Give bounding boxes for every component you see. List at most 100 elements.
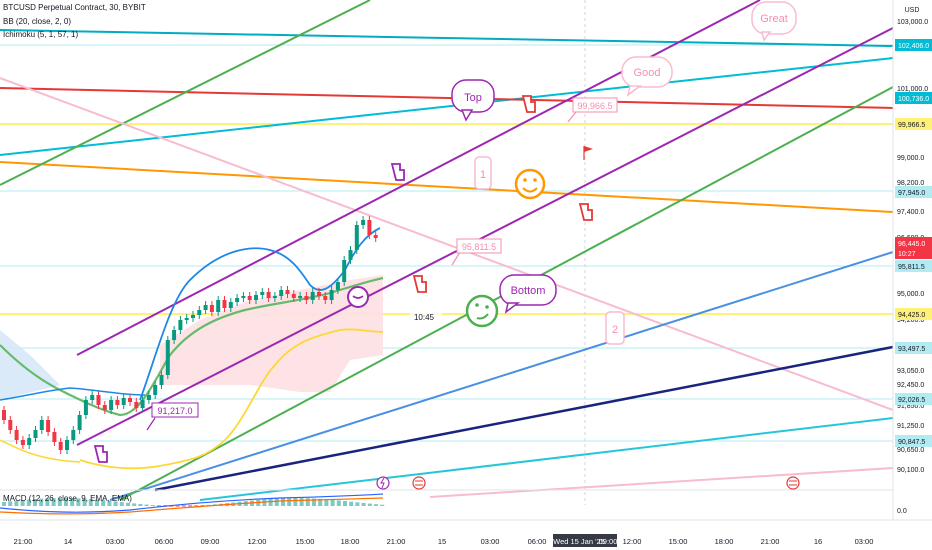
candle[interactable]: [197, 310, 202, 315]
ichimoku-legend[interactable]: Ichimoku (5, 1, 57, 1): [3, 30, 79, 39]
candle[interactable]: [329, 290, 334, 300]
candle[interactable]: [96, 395, 101, 405]
candle[interactable]: [52, 432, 57, 442]
flag-icon[interactable]: [583, 146, 593, 160]
candle[interactable]: [165, 340, 170, 375]
candle[interactable]: [178, 320, 183, 330]
candle[interactable]: [285, 290, 290, 294]
candle[interactable]: [134, 402, 139, 408]
candle[interactable]: [184, 318, 189, 320]
candle[interactable]: [71, 430, 76, 440]
smiley-green-icon[interactable]: [465, 294, 499, 328]
great-bubble[interactable]: Great: [751, 1, 797, 42]
pointing-hand-icon[interactable]: [521, 95, 536, 113]
candle[interactable]: [20, 440, 25, 445]
candle[interactable]: [373, 235, 378, 238]
trendline-red: [0, 87, 894, 109]
candle[interactable]: [279, 290, 284, 296]
candle[interactable]: [27, 438, 32, 445]
time-axis[interactable]: 21:00 14 03:00 06:00 09:00 12:00 15:00 18:00 21:…: [0, 519, 932, 550]
candle[interactable]: [216, 300, 221, 312]
top-bubble[interactable]: Top: [451, 79, 495, 122]
candle[interactable]: [222, 300, 227, 308]
price-axis[interactable]: USD 103,000.0102,000.0101,000.099,000.09…: [892, 0, 932, 520]
candle[interactable]: [8, 420, 13, 430]
candle[interactable]: [361, 220, 366, 225]
us-flag-event-icon[interactable]: [786, 476, 800, 490]
candle[interactable]: [115, 400, 120, 405]
candles[interactable]: [2, 216, 378, 454]
macd-bar: [367, 503, 372, 506]
candle[interactable]: [90, 395, 95, 400]
pointing-hand-icon[interactable]: [412, 275, 427, 293]
candle[interactable]: [209, 305, 214, 312]
label-two-box[interactable]: 2: [605, 311, 625, 345]
candle[interactable]: [348, 250, 353, 260]
candle[interactable]: [33, 430, 38, 438]
us-flag-event-icon[interactable]: [412, 476, 426, 490]
bottom-bubble[interactable]: Bottom: [499, 274, 557, 314]
candle[interactable]: [203, 305, 208, 310]
candle[interactable]: [266, 292, 271, 298]
macd-legend[interactable]: MACD (12, 26, close, 9, EMA, EMA): [3, 494, 132, 503]
candle[interactable]: [310, 292, 315, 300]
candle[interactable]: [2, 410, 6, 420]
price-callout-low[interactable]: 91,217.0: [146, 402, 199, 431]
price-label-badge: [895, 118, 932, 130]
candle[interactable]: [39, 420, 44, 430]
candle[interactable]: [291, 294, 296, 298]
candle[interactable]: [235, 298, 240, 302]
candle[interactable]: [140, 400, 145, 408]
candle[interactable]: [260, 292, 265, 295]
candle[interactable]: [342, 260, 347, 282]
candle[interactable]: [83, 400, 88, 415]
candle[interactable]: [191, 315, 195, 318]
main-pane[interactable]: Great Good Top Bottom 1 2 99: [0, 0, 894, 505]
macd-pane[interactable]: [0, 489, 893, 515]
candle[interactable]: [159, 375, 164, 385]
price-callout-high[interactable]: 99,966.5: [567, 97, 618, 123]
smiley-purple-icon[interactable]: [347, 286, 369, 308]
macd-bar: [312, 498, 316, 506]
candle[interactable]: [228, 302, 233, 308]
candle[interactable]: [354, 225, 359, 250]
time-label-box[interactable]: 10:45: [410, 310, 442, 323]
label-one-box[interactable]: 1: [474, 156, 492, 190]
candle[interactable]: [298, 296, 303, 298]
candle[interactable]: [323, 296, 328, 300]
candle[interactable]: [254, 295, 258, 300]
price-tick: 90,650.0: [897, 447, 924, 454]
lightning-event-icon[interactable]: [376, 476, 390, 490]
candle[interactable]: [65, 440, 69, 450]
time-tick: 15: [438, 537, 446, 546]
candle[interactable]: [102, 405, 107, 410]
candle[interactable]: [77, 415, 82, 430]
price-label-badge: [895, 435, 932, 447]
candle[interactable]: [172, 330, 177, 340]
pointing-hand-icon[interactable]: [390, 163, 405, 181]
candle[interactable]: [317, 292, 321, 296]
candle[interactable]: [367, 220, 372, 235]
candle[interactable]: [146, 395, 151, 400]
candle[interactable]: [153, 385, 158, 395]
candle[interactable]: [46, 420, 51, 432]
candle[interactable]: [128, 398, 132, 402]
pointing-hand-icon[interactable]: [578, 203, 593, 221]
candle[interactable]: [241, 296, 246, 298]
symbol-legend[interactable]: BTCUSD Perpetual Contract, 30, BYBIT: [3, 3, 146, 12]
good-bubble[interactable]: Good: [621, 56, 673, 97]
smiley-orange-icon[interactable]: [514, 168, 546, 200]
candle[interactable]: [109, 400, 114, 410]
candle[interactable]: [121, 398, 126, 405]
candle[interactable]: [272, 296, 277, 298]
candle[interactable]: [335, 282, 340, 290]
candle[interactable]: [58, 442, 63, 450]
bb-legend[interactable]: BB (20, close, 2, 0): [3, 17, 72, 26]
candle[interactable]: [247, 296, 252, 300]
candle[interactable]: [14, 430, 19, 440]
pointing-hand-icon[interactable]: [93, 445, 108, 463]
candle[interactable]: [304, 296, 309, 300]
channel-upper: [76, 0, 761, 356]
price-callout-mid[interactable]: 95,811.5: [451, 238, 502, 266]
